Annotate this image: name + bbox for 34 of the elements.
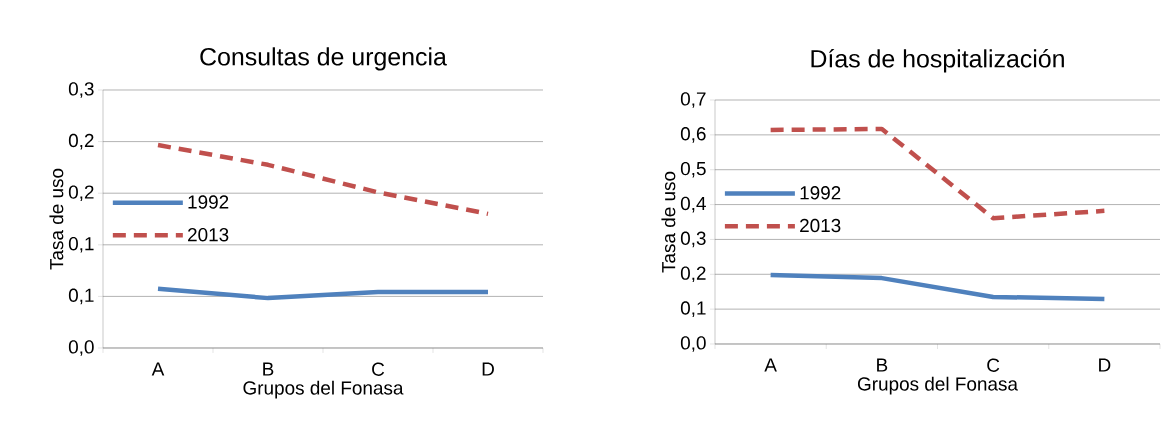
y-tick-label: 0,1 (68, 288, 94, 305)
y-axis-title: Tasa de uso (49, 168, 64, 270)
x-tick-label: B (263, 362, 274, 376)
y-tick-label: 0,5 (680, 161, 706, 178)
legend-label: 1992 (800, 186, 841, 200)
x-tick-label: D (482, 362, 494, 376)
legend-label: 2013 (188, 227, 229, 242)
y-tick-label: 0,2 (68, 185, 94, 202)
x-tick-label: D (1099, 358, 1111, 372)
y-tick-label: 0,3 (68, 82, 94, 98)
x-tick-label: A (151, 362, 165, 376)
line-series (768, 272, 1107, 302)
y-tick-label: 0,4 (680, 196, 706, 213)
x-axis-title: Grupos del Fonasa (857, 376, 1018, 395)
y-tick-label: 0,1 (680, 301, 706, 317)
x-tick-label: C (372, 362, 385, 376)
y-tick-label: 0,3 (680, 231, 706, 248)
y-tick-label: 0,2 (680, 266, 706, 283)
chart-title: Días de hospitalización (811, 48, 1064, 73)
y-tick-label: 0,7 (680, 92, 706, 108)
y-tick-label: 0,2 (68, 133, 94, 150)
x-tick-label: B (877, 358, 888, 372)
legend-label: 1992 (188, 195, 229, 209)
y-tick-label: 0,0 (680, 336, 706, 352)
legend-label: 2013 (800, 218, 841, 233)
line-series (155, 142, 491, 217)
y-tick-label: 0,6 (680, 127, 706, 143)
y-tick-label: 0,1 (68, 236, 94, 253)
y-tick-label: 0,0 (68, 340, 94, 356)
x-axis-title: Grupos del Fonasa (243, 380, 404, 399)
chart-title: Consultas de urgencia (200, 47, 447, 71)
y-axis-title: Tasa de uso (661, 171, 676, 273)
x-tick-label: C (987, 358, 1000, 372)
x-tick-label: A (764, 358, 777, 372)
